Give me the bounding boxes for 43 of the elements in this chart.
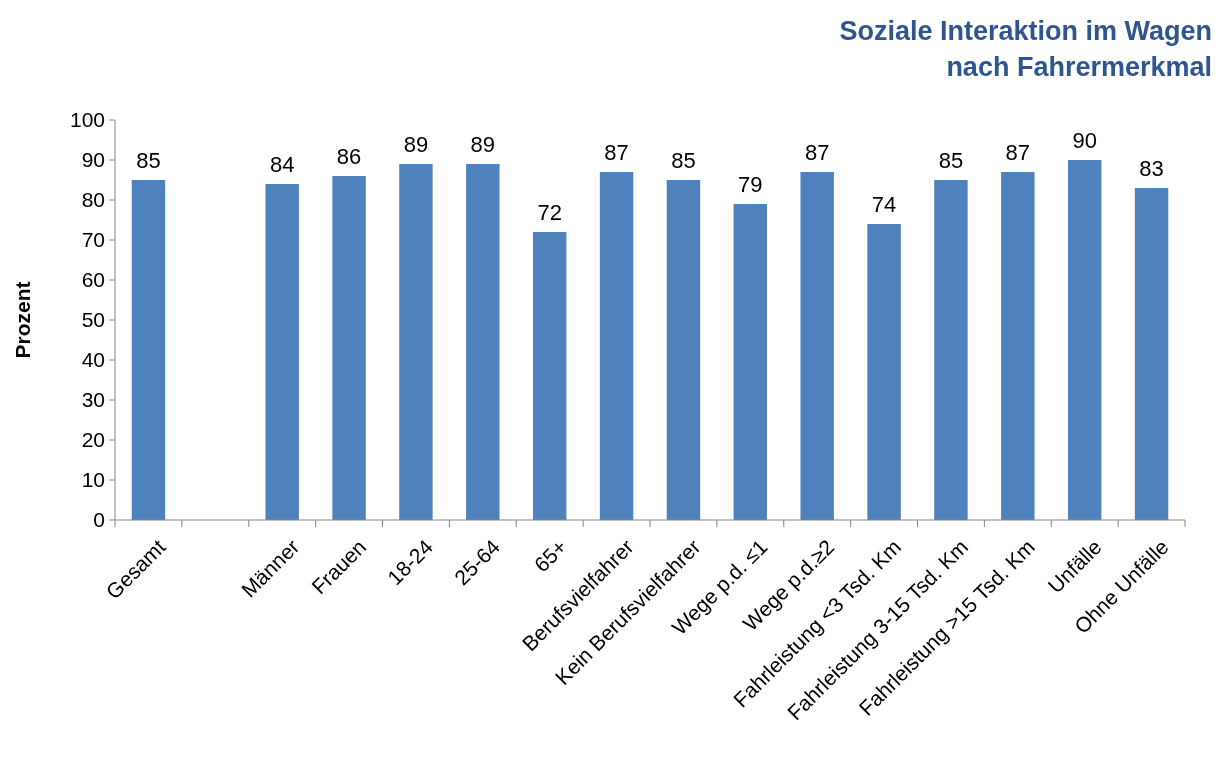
data-label: 89	[403, 132, 429, 157]
y-tick-label: 90	[81, 148, 105, 172]
y-tick-label: 80	[81, 188, 105, 212]
chart-title: Soziale Interaktion im Wagen nach Fahrermerkmal	[839, 16, 1212, 82]
data-label: 86	[336, 144, 362, 169]
y-tick-label: 30	[81, 388, 105, 412]
bar	[666, 180, 701, 520]
y-tick-label: 10	[81, 468, 105, 492]
data-label: 87	[604, 140, 629, 165]
bar	[532, 232, 567, 520]
y-tick-label: 20	[81, 428, 105, 452]
data-label: 74	[871, 192, 897, 217]
bar	[599, 172, 634, 520]
bar	[332, 176, 366, 520]
bar	[131, 180, 166, 520]
bar	[1134, 188, 1169, 520]
data-label: 85	[136, 148, 161, 173]
bar	[867, 224, 901, 520]
y-tick-label: 60	[81, 268, 105, 292]
bar	[1001, 172, 1035, 520]
bar	[800, 172, 834, 520]
data-label: 85	[938, 148, 964, 173]
data-label: 84	[269, 152, 295, 177]
y-tick-label: 100	[69, 108, 105, 132]
y-tick-label: 40	[81, 348, 105, 372]
y-tick-label: 0	[93, 508, 105, 532]
data-label: 87	[804, 140, 830, 165]
data-label: 83	[1139, 156, 1164, 181]
data-label: 89	[470, 132, 496, 157]
data-label: 72	[537, 200, 562, 225]
bar	[934, 180, 968, 520]
bar	[733, 204, 768, 520]
bar	[399, 164, 433, 520]
data-label: 87	[1005, 140, 1031, 165]
data-label: 90	[1072, 128, 1097, 153]
bar	[265, 184, 299, 520]
data-label: 85	[671, 148, 696, 173]
data-label: 79	[738, 172, 763, 197]
y-tick-label: 50	[81, 308, 105, 332]
y-tick-label: 70	[81, 228, 105, 252]
y-axis-title: Prozent	[11, 281, 34, 359]
bar	[466, 164, 500, 520]
bar	[1067, 160, 1102, 520]
